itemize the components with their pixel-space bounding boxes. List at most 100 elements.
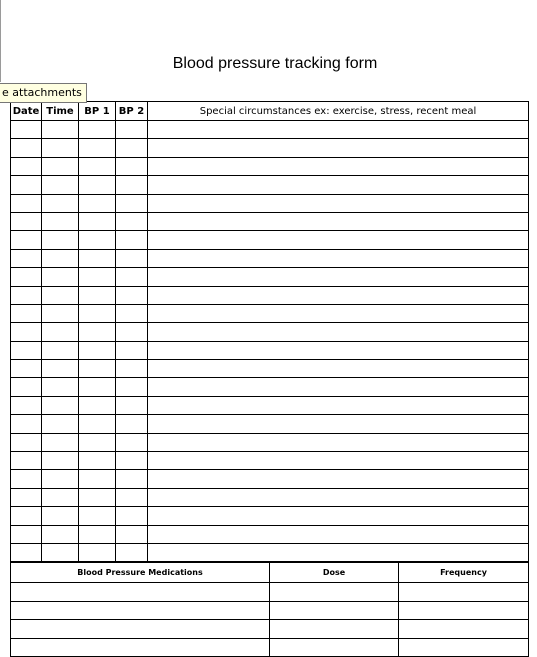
notes-cell [147,267,529,287]
medication-row [10,619,529,639]
date-cell [10,340,42,361]
notes-cell [147,175,529,195]
bp2-cell [115,156,148,177]
date-cell [10,506,42,526]
dose-cell [269,582,399,602]
time-cell [41,175,79,195]
bp1-cell [78,359,116,379]
date-cell [10,303,42,324]
bp1-cell [78,322,116,342]
log-row [10,487,529,508]
bp2-cell [115,432,148,453]
bp2-cell [115,359,148,379]
time-cell [41,377,79,397]
page-edge [0,0,1,82]
bp1-cell [78,487,116,508]
bp1-cell [78,267,116,287]
time-cell [41,211,79,232]
date-cell [10,138,42,158]
time-cell [41,542,79,563]
bp2-cell [115,267,148,287]
date-cell [10,211,42,232]
bp2-cell [115,138,148,158]
frequency-cell [398,582,529,602]
time-cell [41,469,79,489]
medication-cell [10,619,270,639]
bp2-cell [115,175,148,195]
log-row [10,156,529,177]
time-cell [41,395,79,416]
bp1-cell [78,211,116,232]
bp2-cell [115,340,148,361]
bp1-cell [78,248,116,269]
bp2-cell [115,469,148,489]
dose-column-header: Dose [269,562,399,583]
notes-cell [147,359,529,379]
log-row [10,303,529,324]
bp2-cell [115,524,148,544]
notes-cell [147,487,529,508]
date-cell [10,487,42,508]
log-row [10,267,529,287]
notes-cell [147,230,529,250]
medication-column-header: Blood Pressure Medications [10,562,270,583]
bp1-cell [78,506,116,526]
dose-cell [269,600,399,621]
time-cell [41,451,79,471]
bp2-cell [115,506,148,526]
date-cell [10,119,42,140]
bp1-cell [78,469,116,489]
bp1-cell [78,230,116,250]
log-row [10,175,529,195]
form-title: Blood pressure tracking form [172,55,378,72]
notes-cell [147,506,529,526]
date-cell [10,285,42,305]
date-cell [10,359,42,379]
frequency-cell [398,637,529,657]
date-cell [10,322,42,342]
bp2-cell [115,322,148,342]
time-cell [41,230,79,250]
date-cell [10,469,42,489]
date-cell [10,175,42,195]
log-row [10,285,529,305]
time-cell [41,322,79,342]
notes-cell [147,322,529,342]
log-header-row: Date Time BP 1 BP 2 Special circumstance… [10,101,529,121]
log-row [10,230,529,250]
medication-cell [10,637,270,657]
frequency-cell [398,600,529,621]
date-cell [10,524,42,544]
log-row [10,377,529,397]
date-cell [10,414,42,434]
bp1-cell [78,524,116,544]
date-cell [10,156,42,177]
date-cell [10,267,42,287]
bp1-cell [78,156,116,177]
bp1-cell [78,303,116,324]
notes-cell [147,395,529,416]
bp2-cell [115,487,148,508]
bp1-cell [78,451,116,471]
notes-cell [147,156,529,177]
bp2-column-header: BP 2 [115,101,148,121]
dose-cell [269,637,399,657]
date-cell [10,248,42,269]
bp1-cell [78,340,116,361]
time-cell [41,156,79,177]
meds-header-row: Blood Pressure Medications Dose Frequenc… [10,562,529,583]
bp1-cell [78,119,116,140]
bp1-cell [78,285,116,305]
bp2-cell [115,230,148,250]
time-cell [41,340,79,361]
notes-cell [147,451,529,471]
attachments-tooltip: e attachments [0,83,87,103]
frequency-cell [398,619,529,639]
log-row [10,469,529,489]
log-row [10,359,529,379]
notes-cell [147,211,529,232]
dose-cell [269,619,399,639]
bp2-cell [115,119,148,140]
medications-table-body [10,582,529,657]
log-row [10,193,529,213]
